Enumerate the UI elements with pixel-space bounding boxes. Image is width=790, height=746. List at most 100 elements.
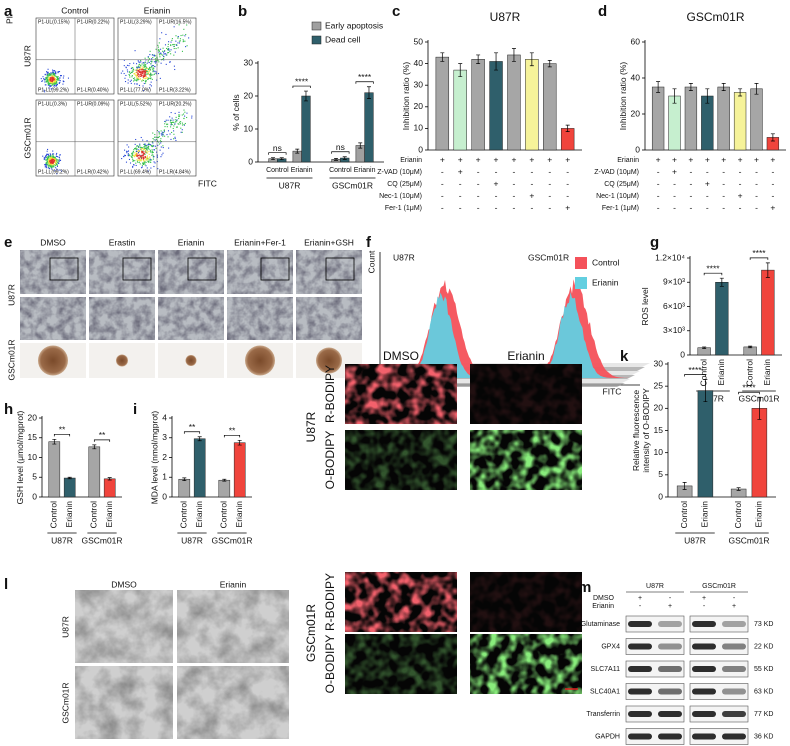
error-bar <box>67 476 72 480</box>
treatment-label: Nec-1 (10μM) <box>596 193 639 200</box>
treatment-sign: + <box>770 202 775 212</box>
dot <box>51 82 54 84</box>
bar <box>218 479 231 498</box>
dot <box>131 152 133 154</box>
dot <box>165 33 167 36</box>
dot <box>186 24 188 26</box>
dot <box>45 163 48 165</box>
dot <box>128 65 130 67</box>
dot <box>151 146 153 148</box>
dot <box>149 149 151 151</box>
dot <box>56 80 58 83</box>
dot <box>145 70 147 72</box>
treatment-sign: - <box>771 166 774 176</box>
dot <box>137 161 139 163</box>
dot <box>178 111 180 113</box>
dot <box>55 165 57 167</box>
sphere <box>185 355 197 366</box>
y-tick-label: 10 <box>28 452 38 462</box>
dot <box>46 153 48 155</box>
error-bar <box>334 158 339 161</box>
dot <box>161 131 163 133</box>
dot <box>158 53 160 55</box>
dot <box>47 156 50 158</box>
dot <box>181 114 183 116</box>
histogram <box>385 292 500 378</box>
dot <box>45 165 47 167</box>
dot <box>162 145 164 147</box>
dot <box>56 82 58 84</box>
dot <box>132 152 134 154</box>
dot <box>167 52 169 54</box>
dot <box>147 70 149 73</box>
bar <box>717 86 730 151</box>
dot <box>145 147 147 150</box>
dot <box>149 74 151 76</box>
legend-label: Control <box>592 257 620 267</box>
dot <box>47 83 49 85</box>
dot <box>133 73 135 75</box>
dot <box>144 70 146 72</box>
dot <box>46 150 48 152</box>
dot <box>165 53 167 55</box>
dot <box>46 80 48 82</box>
dot <box>152 74 154 76</box>
dot <box>48 80 50 82</box>
dot <box>54 157 56 159</box>
blot-strip <box>689 615 749 633</box>
treatment-sign: - <box>513 190 516 200</box>
dot <box>144 73 146 75</box>
dot <box>51 79 54 81</box>
dot <box>138 157 140 159</box>
dot <box>142 66 144 68</box>
dot <box>144 153 146 155</box>
dot <box>48 77 50 79</box>
y-tick-label: 15 <box>654 425 664 435</box>
treatment-sign: + <box>529 190 534 200</box>
dot <box>153 73 155 76</box>
micrograph-texture <box>227 250 293 294</box>
treatment-sign: + <box>754 154 759 164</box>
axis-label: FITC <box>603 386 622 396</box>
cell-label: U87R <box>646 583 664 590</box>
significance-bracket <box>703 272 723 276</box>
dot <box>138 75 140 78</box>
dot <box>179 114 181 116</box>
dot <box>158 143 160 145</box>
dot <box>55 84 57 86</box>
dot <box>55 72 57 74</box>
dot <box>147 158 149 160</box>
dot <box>55 154 57 156</box>
dot <box>47 78 49 81</box>
dot <box>137 69 139 71</box>
dot <box>170 53 172 55</box>
blot-band <box>628 688 652 695</box>
dot <box>166 54 168 56</box>
dot <box>127 154 129 156</box>
dot <box>134 160 136 162</box>
significance-bracket <box>93 439 111 442</box>
dot <box>51 76 53 78</box>
treatment-sign: - <box>706 166 709 176</box>
treatment-sign: - <box>722 190 725 200</box>
row-label: GSCm01R <box>6 339 16 380</box>
dot <box>41 80 44 82</box>
error-bar <box>738 88 743 97</box>
dot <box>52 74 54 76</box>
dot <box>57 76 59 78</box>
dot <box>129 162 132 164</box>
dot <box>124 154 126 156</box>
dot <box>132 160 134 162</box>
row-label: U87R <box>22 45 32 67</box>
dot <box>166 134 168 136</box>
dot <box>127 71 129 73</box>
dot <box>55 79 57 81</box>
dot <box>143 161 145 164</box>
dot <box>56 159 58 161</box>
protein-label: Transferrin <box>586 711 620 718</box>
dot <box>55 83 57 85</box>
dot <box>150 145 152 147</box>
treatment-sign: - <box>495 166 498 176</box>
dot <box>56 152 58 154</box>
dot <box>134 72 136 74</box>
